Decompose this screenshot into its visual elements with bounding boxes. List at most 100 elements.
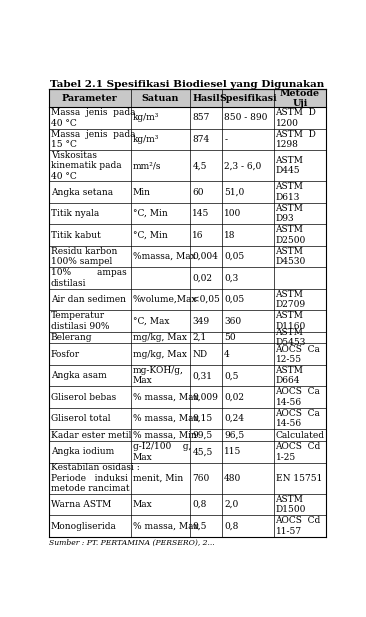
Text: ASTM  D
1200: ASTM D 1200 (276, 108, 316, 128)
Text: Kadar ester metil: Kadar ester metil (51, 431, 131, 440)
Text: 850 - 890: 850 - 890 (224, 114, 268, 122)
Text: 360: 360 (224, 317, 241, 326)
Text: Gliserol total: Gliserol total (51, 414, 110, 423)
Text: 874: 874 (192, 135, 210, 144)
Text: AOCS  Ca
12-55: AOCS Ca 12-55 (276, 344, 320, 364)
Text: Min: Min (132, 188, 151, 197)
Text: 10%         ampas
distilasi: 10% ampas distilasi (51, 268, 127, 288)
Text: 145: 145 (192, 209, 210, 218)
Text: 349: 349 (192, 317, 209, 326)
Text: kg/m³: kg/m³ (132, 114, 159, 122)
Text: Max: Max (132, 500, 152, 509)
Text: <0,05: <0,05 (192, 295, 220, 304)
Text: 2,0: 2,0 (224, 500, 238, 509)
Text: 0,02: 0,02 (224, 392, 244, 402)
Text: ND: ND (192, 350, 208, 358)
Text: %massa, Max: %massa, Max (132, 252, 195, 261)
Text: 99,5: 99,5 (192, 431, 213, 440)
Text: Angka setana: Angka setana (51, 188, 113, 197)
Text: kg/m³: kg/m³ (132, 135, 159, 144)
Text: ASTM
D445: ASTM D445 (276, 156, 303, 175)
Bar (49, 89, 326, 107)
Text: 0,3: 0,3 (224, 273, 238, 283)
Text: 0,15: 0,15 (192, 414, 213, 423)
Text: AOCS  Cd
1-25: AOCS Cd 1-25 (276, 442, 321, 462)
Text: ASTM
D93: ASTM D93 (276, 204, 303, 223)
Text: Massa  jenis  pada
40 °C: Massa jenis pada 40 °C (51, 108, 135, 128)
Text: 0,05: 0,05 (224, 295, 244, 304)
Text: % massa, Max: % massa, Max (132, 521, 198, 531)
Text: °C, Min: °C, Min (132, 209, 167, 218)
Text: Viskositas
kinematik pada
40 °C: Viskositas kinematik pada 40 °C (51, 151, 122, 181)
Text: Fosfor: Fosfor (51, 350, 80, 358)
Text: % massa, Min: % massa, Min (132, 431, 197, 440)
Text: Titik kabut: Titik kabut (51, 231, 101, 239)
Text: Hasil: Hasil (193, 94, 220, 103)
Text: 0,8: 0,8 (192, 500, 207, 509)
Text: 2,1: 2,1 (192, 333, 206, 342)
Text: Residu karbon
100% sampel: Residu karbon 100% sampel (51, 247, 117, 267)
Text: 0,004: 0,004 (192, 252, 218, 261)
Text: % massa, Max: % massa, Max (132, 414, 198, 423)
Text: ASTM
D2709: ASTM D2709 (276, 290, 306, 309)
Text: 0,009: 0,009 (192, 392, 218, 402)
Text: Spesifikasi: Spesifikasi (219, 94, 277, 103)
Text: 16: 16 (192, 231, 204, 239)
Text: AOCS  Cd
11-57: AOCS Cd 11-57 (276, 516, 321, 536)
Text: 4,5: 4,5 (192, 161, 207, 170)
Text: Angka iodium: Angka iodium (51, 447, 114, 457)
Text: Belerang: Belerang (51, 333, 92, 342)
Text: °C, Min: °C, Min (132, 231, 167, 239)
Text: 51,0: 51,0 (224, 188, 244, 197)
Text: Tabel 2.1 Spesifikasi Biodiesel yang Digunakan: Tabel 2.1 Spesifikasi Biodiesel yang Dig… (51, 80, 325, 89)
Text: ASTM
D664: ASTM D664 (276, 366, 303, 386)
Text: mg-KOH/g,
Max: mg-KOH/g, Max (132, 366, 183, 386)
Text: mg/kg, Max: mg/kg, Max (132, 333, 187, 342)
Text: 0,02: 0,02 (192, 273, 212, 283)
Text: g-I2/100    g,
Max: g-I2/100 g, Max (132, 442, 191, 462)
Text: AOCS  Ca
14-56: AOCS Ca 14-56 (276, 387, 320, 407)
Text: Sumber : PT. PERTAMINA (PERSERO), 2...: Sumber : PT. PERTAMINA (PERSERO), 2... (49, 539, 214, 547)
Text: Satuan: Satuan (142, 94, 179, 103)
Text: Titik nyala: Titik nyala (51, 209, 99, 218)
Text: 45,5: 45,5 (192, 447, 213, 457)
Text: 480: 480 (224, 474, 242, 482)
Text: 857: 857 (192, 114, 210, 122)
Text: menit, Min: menit, Min (132, 474, 183, 482)
Text: 60: 60 (192, 188, 204, 197)
Text: ASTM
D2500: ASTM D2500 (276, 225, 306, 245)
Text: EN 15751: EN 15751 (276, 474, 322, 482)
Text: Warna ASTM: Warna ASTM (51, 500, 111, 509)
Text: 0,5: 0,5 (224, 371, 239, 380)
Text: 0,8: 0,8 (224, 521, 239, 531)
Text: ASTM
D5453: ASTM D5453 (276, 328, 306, 347)
Text: 96,5: 96,5 (224, 431, 244, 440)
Text: -: - (224, 135, 227, 144)
Text: ASTM
D613: ASTM D613 (276, 183, 303, 202)
Text: 0,24: 0,24 (224, 414, 244, 423)
Text: Kestabilan osidasi :
Periode   induksi
metode rancimat: Kestabilan osidasi : Periode induksi met… (51, 463, 139, 493)
Text: Air dan sedimen: Air dan sedimen (51, 295, 126, 304)
Text: Angka asam: Angka asam (51, 371, 107, 380)
Text: AOCS  Ca
14-56: AOCS Ca 14-56 (276, 409, 320, 428)
Text: ASTM
D1160: ASTM D1160 (276, 312, 306, 331)
Text: mm²/s: mm²/s (132, 161, 161, 170)
Text: 4: 4 (224, 350, 230, 358)
Text: 18: 18 (224, 231, 236, 239)
Text: ASTM  D
1298: ASTM D 1298 (276, 130, 316, 149)
Text: Gliserol bebas: Gliserol bebas (51, 392, 116, 402)
Text: 100: 100 (224, 209, 242, 218)
Text: ASTM
D1500: ASTM D1500 (276, 495, 306, 515)
Text: mg/kg, Max: mg/kg, Max (132, 350, 187, 358)
Text: Metode
Uji: Metode Uji (280, 89, 320, 108)
Text: Calculated: Calculated (276, 431, 325, 440)
Text: Parameter: Parameter (62, 94, 117, 103)
Text: 50: 50 (224, 333, 236, 342)
Text: 0,31: 0,31 (192, 371, 212, 380)
Text: °C, Max: °C, Max (132, 317, 169, 326)
Text: 0,5: 0,5 (192, 521, 207, 531)
Text: %volume,Max: %volume,Max (132, 295, 197, 304)
Text: 115: 115 (224, 447, 242, 457)
Text: % massa, Max: % massa, Max (132, 392, 198, 402)
Text: ASTM
D4530: ASTM D4530 (276, 247, 306, 267)
